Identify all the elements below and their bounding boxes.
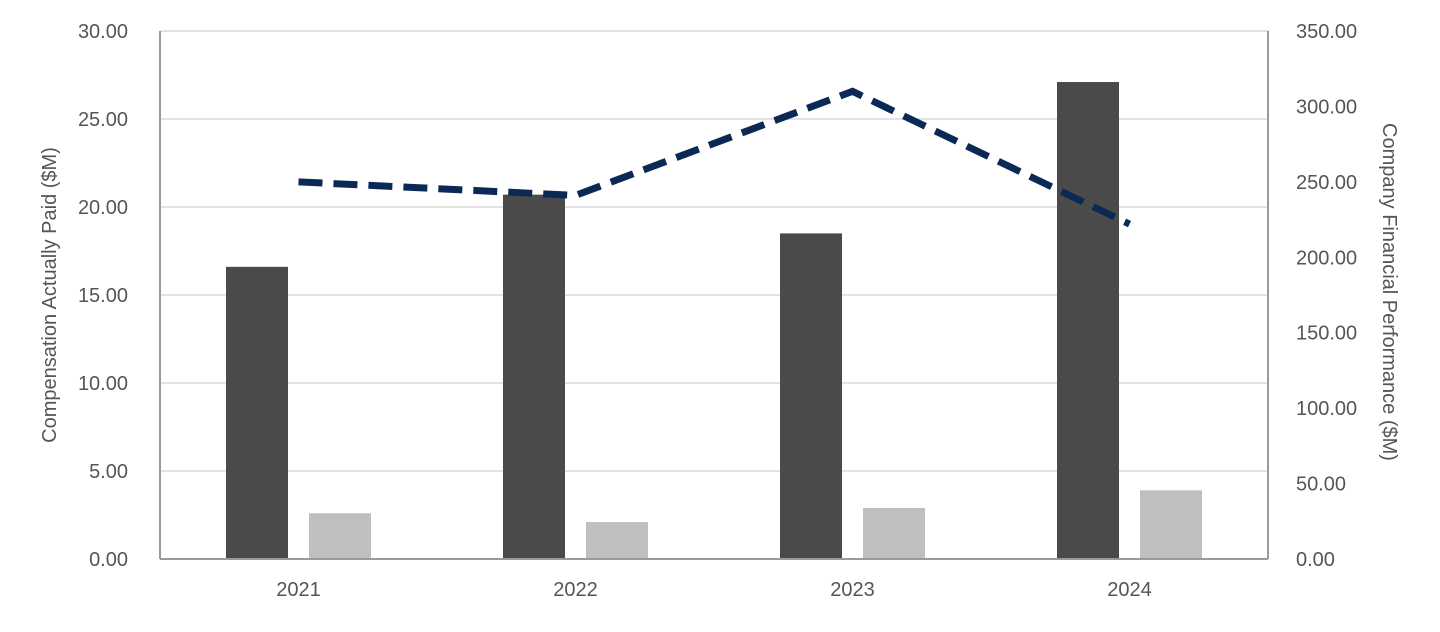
right-axis-title: Company Financial Performance ($M) — [1378, 123, 1400, 461]
bar-2022-series-2 — [586, 522, 648, 559]
left-tick-label: 10.00 — [78, 373, 128, 395]
x-tick-label: 2024 — [1107, 579, 1152, 601]
x-tick-label: 2023 — [830, 579, 875, 601]
right-tick-label: 150.00 — [1296, 323, 1357, 345]
left-tick-label: 5.00 — [89, 461, 128, 483]
left-tick-label: 25.00 — [78, 109, 128, 131]
tick-labels: 0.00 5.00 10.00 15.00 20.00 25.00 30.00 0.00 50.… — [78, 21, 1357, 601]
axes — [159, 31, 1269, 560]
bar-2024-series-2 — [1140, 490, 1202, 559]
bar-2023-series-2 — [863, 507, 925, 559]
left-tick-label: 30.00 — [78, 21, 128, 43]
right-tick-label: 0.00 — [1296, 549, 1335, 571]
bar-2024-series-1 — [1057, 82, 1119, 559]
performance-line — [298, 87, 1132, 228]
left-tick-label: 15.00 — [78, 285, 128, 307]
bar-2021-series-2 — [309, 513, 371, 559]
x-tick-label: 2022 — [553, 579, 598, 601]
right-tick-label: 200.00 — [1296, 247, 1357, 269]
left-axis-title: Compensation Actually Paid ($M) — [39, 147, 61, 443]
bar-2021-series-1 — [226, 266, 288, 559]
bar-2023-series-1 — [780, 233, 842, 559]
left-tick-label: 0.00 — [89, 549, 128, 571]
performance-line-path — [298, 87, 1132, 228]
x-tick-label: 2021 — [276, 579, 321, 601]
right-tick-label: 350.00 — [1296, 21, 1357, 43]
right-tick-label: 300.00 — [1296, 96, 1357, 118]
bars — [226, 82, 1202, 559]
left-tick-label: 20.00 — [78, 197, 128, 219]
bar-2022-series-1 — [503, 194, 565, 559]
right-tick-label: 250.00 — [1296, 172, 1357, 194]
right-tick-label: 50.00 — [1296, 474, 1346, 496]
right-tick-label: 100.00 — [1296, 398, 1357, 420]
